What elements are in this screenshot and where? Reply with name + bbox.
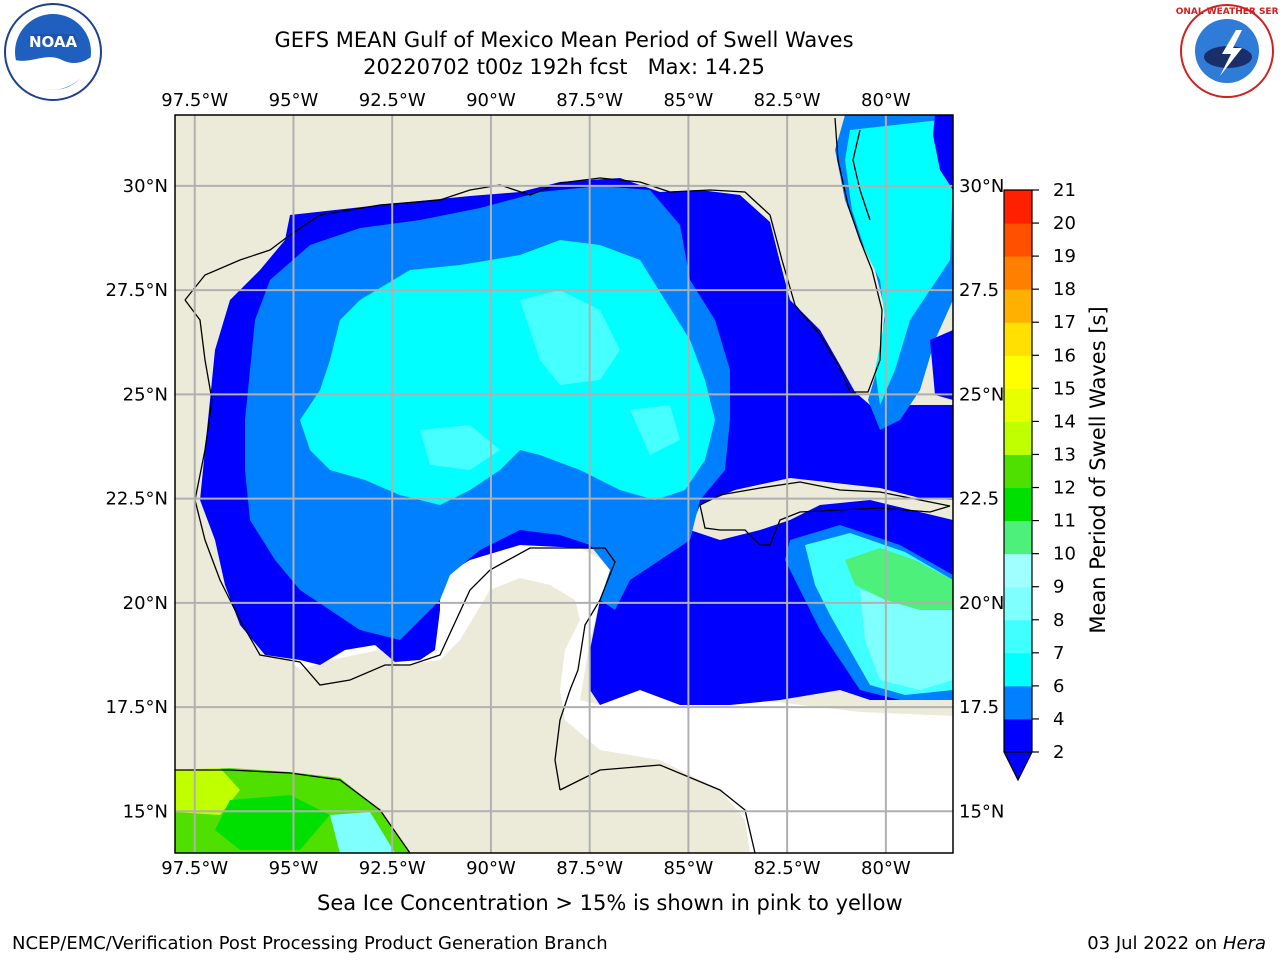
coastlines (175, 117, 951, 853)
y-tick-label-right: 30°N (959, 176, 1004, 197)
chart-title: GEFS MEAN Gulf of Mexico Mean Period of … (274, 28, 854, 52)
colorbar-tick-label: 19 (1053, 246, 1076, 267)
y-tick-label-right: 15°N (959, 801, 1004, 822)
colorbar-tick-label: 21 (1053, 180, 1076, 201)
colorbar-swatch (1004, 652, 1032, 687)
nws-logo-text: NATIONAL WEATHER SERVICE (1176, 7, 1278, 17)
colorbar-swatch (1004, 454, 1032, 489)
noaa-logo: NOAA (4, 3, 102, 101)
x-tick-label-top: 95°W (269, 90, 319, 111)
noaa-logo-text: NOAA (29, 33, 78, 51)
y-ticks-left: 30°N 27.5°N 25°N 22.5°N 20°N 17.5°N 15°N (105, 176, 168, 822)
colorbar-tick-label: 6 (1053, 676, 1064, 697)
x-tick-label-bottom: 87.5°W (556, 858, 623, 879)
y-tick-label-left: 25°N (123, 384, 168, 405)
x-ticks-top: 97.5°W 95°W 92.5°W 90°W 87.5°W 85°W 82.5°W 80°W (161, 90, 911, 111)
y-tick-label-left: 22.5°N (105, 489, 168, 510)
colorbar-frame (1003, 189, 1033, 752)
pacific-band-12-14 (175, 768, 240, 815)
footer-timestamp: 03 Jul 2022 on Hera (1087, 933, 1266, 954)
colorbar-swatch (1004, 685, 1032, 720)
y-ticks-right: 30°N 27.5 25°N 22.5 20°N 17.5 15°N (959, 176, 1004, 822)
x-tick-label-top: 82.5°W (754, 90, 821, 111)
colorbar-swatch (1004, 190, 1032, 224)
x-ticks-bottom: 97.5°W 95°W 92.5°W 90°W 87.5°W 85°W 82.5°W 80°W (161, 858, 911, 879)
x-tick-label-bottom: 80°W (861, 858, 911, 879)
colorbar-swatch (1004, 520, 1032, 555)
y-tick-label-left: 17.5°N (105, 697, 168, 718)
y-tick-label-right: 20°N (959, 593, 1004, 614)
colorbar-swatch (1004, 421, 1032, 455)
colorbar-tick-label: 20 (1053, 213, 1076, 234)
colorbar-label: Mean Period of Swell Waves [s] (1086, 306, 1110, 633)
colorbar-tick-label: 11 (1053, 511, 1076, 532)
colorbar-tick-label: 10 (1053, 544, 1076, 565)
colorbar-tick-label: 2 (1053, 742, 1064, 763)
x-tick-label-bottom: 90°W (466, 858, 516, 879)
colorbar-tick-label: 14 (1053, 411, 1076, 432)
colorbar-swatch (1004, 223, 1032, 257)
atlantic-band-2-4 (930, 115, 953, 400)
y-tick-label-right: 27.5 (959, 280, 999, 301)
caribbean-band-9-10 (845, 548, 953, 610)
x-tick-label-top: 92.5°W (359, 90, 426, 111)
colorbar-swatch (1004, 718, 1032, 753)
colorbar-tick-label: 4 (1053, 709, 1064, 730)
x-tick-label-bottom: 85°W (664, 858, 714, 879)
colorbar-extend-arrow (1003, 751, 1033, 782)
pacific-band-10-11 (215, 795, 330, 850)
colorbar-swatch (1004, 355, 1032, 389)
y-tick-label-left: 27.5°N (105, 280, 168, 301)
colorbar-tick-label: 16 (1053, 345, 1076, 366)
y-tick-label-right: 22.5 (959, 489, 999, 510)
y-tick-label-left: 20°N (123, 593, 168, 614)
colorbar-swatch (1004, 619, 1032, 654)
colorbar-tick-label: 9 (1053, 577, 1064, 598)
gulf-band-6-7 (300, 240, 715, 505)
colorbar-tick-label: 12 (1053, 478, 1076, 499)
colorbar: 2 4 6 7 8 9 10 11 12 13 14 15 16 17 18 19 20 21 (1003, 180, 1076, 782)
x-tick-label-bottom: 82.5°W (754, 858, 821, 879)
sea-ice-note: Sea Ice Concentration > 15% is shown in … (317, 891, 903, 915)
x-tick-label-bottom: 95°W (269, 858, 319, 879)
y-tick-label-left: 15°N (123, 801, 168, 822)
colorbar-tick-label: 18 (1053, 279, 1076, 300)
colorbar-swatch (1004, 553, 1032, 588)
nws-logo: NATIONAL WEATHER SERVICE (1176, 4, 1278, 98)
footer-date: 03 Jul 2022 on (1087, 933, 1223, 954)
colorbar-swatch (1004, 289, 1032, 323)
colorbar-swatch (1004, 586, 1032, 621)
colorbar-tick-label: 17 (1053, 312, 1076, 333)
caribbean-band-8-9 (860, 590, 953, 690)
y-tick-label-right: 25°N (959, 384, 1004, 405)
colorbar-swatch (1004, 487, 1032, 522)
colorbar-tick-label: 15 (1053, 378, 1076, 399)
pacific-band-8-9 (330, 812, 395, 853)
x-tick-label-top: 90°W (466, 90, 516, 111)
footer-credit: NCEP/EMC/Verification Post Processing Pr… (12, 933, 608, 954)
x-tick-label-top: 87.5°W (556, 90, 623, 111)
x-tick-label-top: 85°W (664, 90, 714, 111)
atlantic-band-6-7 (845, 120, 953, 405)
colorbar-tick-label: 7 (1053, 643, 1064, 664)
colorbar-tick-label: 13 (1053, 444, 1076, 465)
footer-host: Hera (1222, 933, 1266, 954)
x-tick-label-bottom: 97.5°W (161, 858, 228, 879)
colorbar-swatch (1004, 322, 1032, 356)
y-tick-label-right: 17.5 (959, 697, 999, 718)
colorbar-tick-label: 8 (1053, 610, 1064, 631)
colorbar-swatch (1004, 388, 1032, 422)
x-tick-label-top: 97.5°W (161, 90, 228, 111)
x-tick-label-bottom: 92.5°W (359, 858, 426, 879)
gulf-streak-7-8 (420, 290, 680, 470)
x-tick-label-top: 80°W (861, 90, 911, 111)
gridlines (175, 115, 953, 853)
y-tick-label-left: 30°N (123, 176, 168, 197)
colorbar-swatch (1004, 256, 1032, 290)
chart-subtitle: 20220702 t00z 192h fcst Max: 14.25 (363, 55, 765, 79)
plot-frame (174, 114, 954, 854)
